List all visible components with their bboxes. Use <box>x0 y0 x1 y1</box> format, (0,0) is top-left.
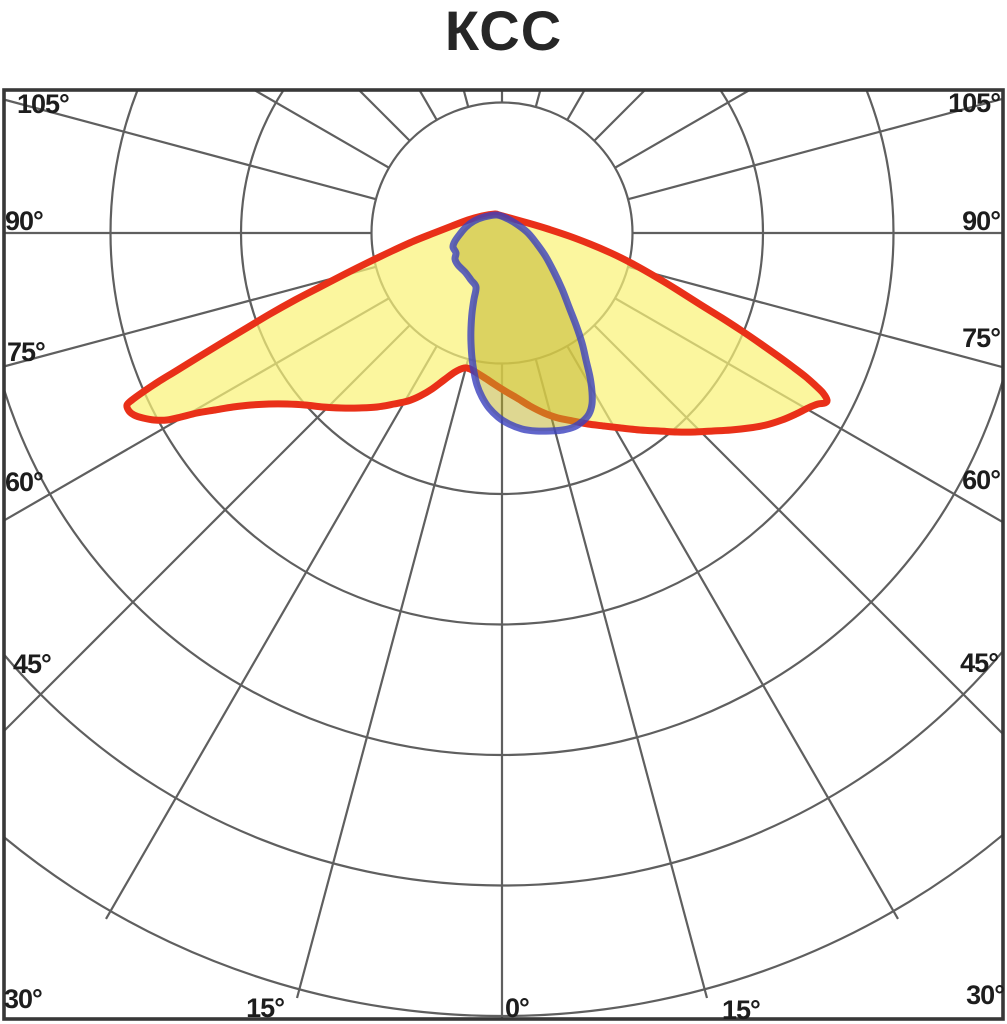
angle-label: 75° <box>7 337 45 367</box>
grid-radial-line <box>614 90 752 169</box>
chart-frame <box>2 88 1005 1021</box>
angle-label: 60° <box>5 467 43 497</box>
grid-radial-line <box>627 265 1003 369</box>
angle-label: 30° <box>4 984 42 1014</box>
angle-label: 60° <box>962 465 1000 495</box>
angle-label: 90° <box>5 206 43 236</box>
grid-radial-line <box>105 345 438 920</box>
frame-border <box>2 88 1005 1021</box>
grid-radial-line <box>4 98 377 201</box>
grid-radial-line <box>534 358 709 999</box>
grid-radial-line <box>4 265 377 368</box>
angle-label: 45° <box>960 648 998 678</box>
curve-blue <box>449 211 596 435</box>
angle-labels: 105° 90° 75° 60° 45° 30° 15° 0° 15° 30° 105° 90° 75°… <box>4 88 1005 1024</box>
angle-label: 0° <box>505 993 529 1023</box>
chart-title: КСС <box>444 0 563 62</box>
grid-radial-line <box>295 358 470 999</box>
intensity-curves <box>123 210 831 436</box>
grid-ring <box>4 649 1003 887</box>
angle-label: 15° <box>246 993 284 1023</box>
grid-radial-line <box>252 90 390 169</box>
angle-label: 105° <box>948 88 1000 118</box>
grid-radial-line <box>627 97 1003 201</box>
angle-label: 90° <box>962 206 1000 236</box>
angle-label: 30° <box>966 980 1004 1010</box>
grid-radial-line <box>566 345 899 920</box>
angle-label: 75° <box>962 323 1000 353</box>
angle-label: 15° <box>722 995 760 1024</box>
angle-label: 45° <box>13 649 51 679</box>
angle-label: 105° <box>17 89 69 119</box>
